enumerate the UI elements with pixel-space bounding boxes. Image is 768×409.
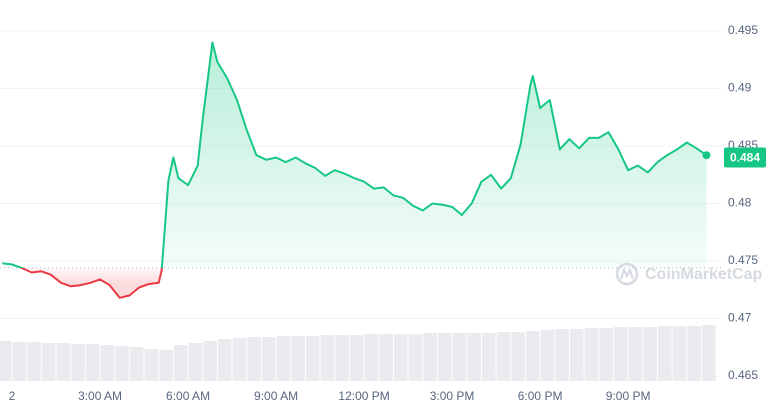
- volume-bar: [613, 327, 628, 381]
- volume-bar: [393, 334, 408, 381]
- volume-bar: [217, 339, 232, 381]
- volume-bar: [657, 326, 672, 381]
- x-tick-label: 6:00 AM: [166, 389, 210, 403]
- x-tick-label: 12:00 PM: [338, 389, 389, 403]
- y-tick-label: 0.47: [728, 311, 752, 325]
- volume-bar: [701, 325, 716, 381]
- volume-bar: [188, 343, 203, 381]
- volume-bar: [12, 342, 27, 381]
- y-tick-label: 0.48: [728, 196, 752, 210]
- volume-bar: [423, 333, 437, 381]
- volume-bar: [27, 342, 41, 381]
- price-line: [2, 41, 708, 299]
- last-point: [702, 151, 711, 160]
- volume-bar: [496, 332, 511, 381]
- volume-bar: [349, 335, 364, 381]
- volume-bar: [144, 349, 159, 381]
- volume-bar: [540, 330, 555, 381]
- volume-bar: [129, 347, 144, 381]
- x-tick-label: 3:00 AM: [78, 389, 122, 403]
- volume-bar: [71, 344, 85, 381]
- volume-bar: [85, 344, 100, 381]
- volume-bar: [41, 343, 56, 381]
- price-tag: [724, 147, 766, 168]
- volume-bar: [305, 336, 320, 381]
- volume-bar: [555, 329, 569, 381]
- volume-bar: [437, 333, 452, 381]
- y-tick-label: 0.49: [728, 81, 752, 95]
- volume-bar: [203, 341, 217, 381]
- volume-bar: [100, 345, 115, 381]
- volume-bar: [687, 326, 701, 381]
- x-tick-label: 9:00 PM: [606, 389, 651, 403]
- volume-bar: [672, 326, 687, 381]
- x-tick-label: 2: [9, 389, 16, 403]
- y-tick-label: 0.475: [728, 253, 758, 267]
- volume-bar: [584, 328, 599, 381]
- volume-bar: [481, 333, 496, 381]
- volume-bar: [408, 334, 423, 381]
- volume-bar: [0, 341, 12, 381]
- volume-bar: [467, 333, 481, 381]
- volume-bar: [643, 327, 657, 381]
- y-tick-label: 0.495: [728, 23, 758, 37]
- volume-bar: [173, 345, 188, 381]
- x-tick-label: 6:00 PM: [518, 389, 563, 403]
- volume-bar: [364, 334, 379, 381]
- x-tick-label: 3:00 PM: [430, 389, 475, 403]
- volume-bar: [276, 336, 291, 381]
- volume-bar: [232, 338, 247, 381]
- volume-bar: [628, 327, 643, 381]
- y-tick-label: 0.465: [728, 368, 758, 382]
- x-tick-label: 9:00 AM: [254, 389, 298, 403]
- area-fill: [2, 42, 707, 298]
- volume-bar: [247, 337, 261, 381]
- volume-bar: [261, 337, 276, 381]
- volume-bar: [511, 332, 525, 381]
- volume-bar: [320, 335, 335, 381]
- volume-bar: [379, 334, 393, 381]
- price-tag-label: 0.484: [730, 151, 760, 165]
- volume-bar: [335, 335, 349, 381]
- volume-bar: [525, 331, 540, 381]
- volume-bar: [291, 336, 305, 381]
- watermark-logo: [615, 262, 639, 286]
- volume-bar: [599, 328, 613, 381]
- volume-bar: [452, 333, 467, 381]
- volume-bar: [569, 329, 584, 381]
- volume-bar: [159, 350, 173, 381]
- watermark: CoinMarketCap: [645, 266, 763, 283]
- volume-bar: [56, 343, 71, 381]
- volume-bar: [115, 346, 129, 381]
